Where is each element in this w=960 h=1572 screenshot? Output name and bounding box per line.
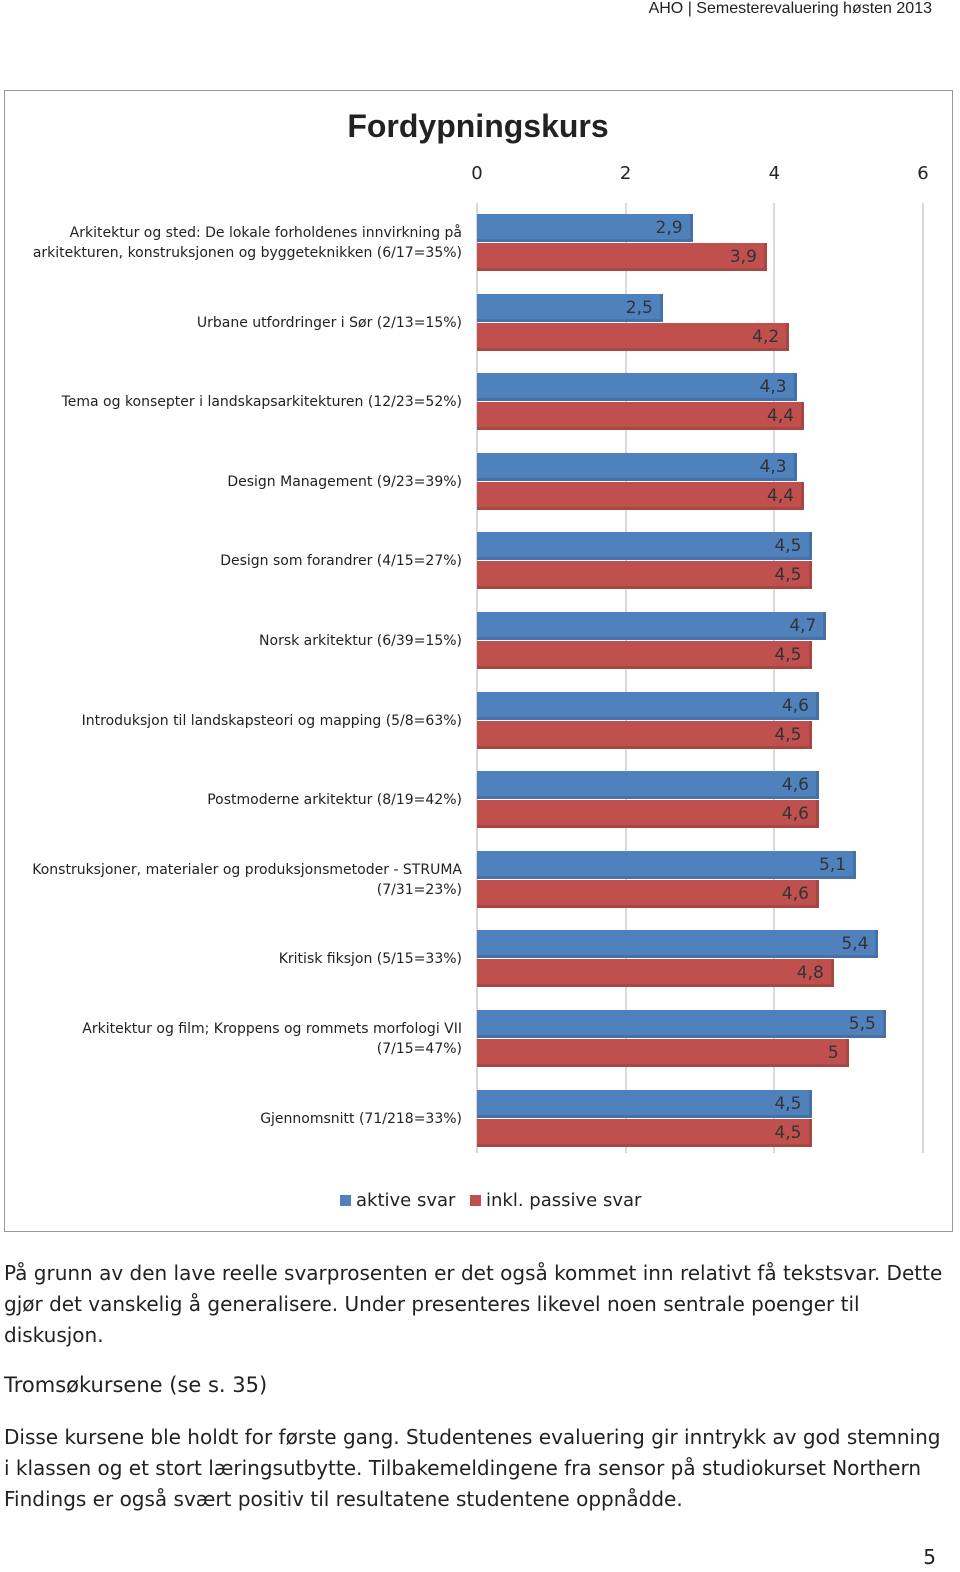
grid-line: [922, 203, 924, 1154]
bar: [477, 1039, 849, 1067]
bar: [477, 293, 663, 322]
bar: [477, 1010, 886, 1038]
legend-swatch: [470, 1195, 481, 1206]
bar: [477, 452, 797, 481]
bar: [477, 402, 805, 431]
bar: [477, 641, 812, 669]
bar: [477, 561, 812, 590]
value-label: 5,1: [819, 854, 847, 875]
x-tick-label: 2: [619, 163, 632, 184]
value-label: 4,5: [774, 565, 802, 586]
bar: [477, 691, 819, 720]
value-label: 2,5: [625, 297, 653, 318]
x-tick-label: 4: [768, 163, 781, 184]
value-label: 4,5: [774, 724, 802, 745]
value-label: 4,4: [767, 485, 795, 506]
category-label: Konstruksjoner, materialer og produksjon…: [32, 861, 462, 898]
value-label: 4,6: [781, 883, 809, 904]
category-label: Design Management (9/23=39%): [227, 473, 462, 490]
category-label: Introduksjon til landskapsteori og mappi…: [81, 712, 462, 729]
value-label: 4,6: [781, 775, 809, 796]
value-label: 4,3: [759, 377, 787, 398]
grid-line: [476, 203, 478, 1154]
value-label: 4,7: [789, 616, 817, 636]
category-label: Tema og konsepter i landskapsarkitekture…: [61, 394, 462, 411]
value-label: 4,6: [781, 695, 809, 716]
heading: Tromsøkursene (se s. 35): [4, 1373, 268, 1397]
value-label: 3,9: [729, 247, 757, 267]
value-label: 4,5: [774, 1122, 802, 1143]
value-label: 5,4: [841, 934, 869, 955]
grid-line: [624, 203, 627, 1154]
value-label: 4,5: [774, 1093, 802, 1114]
value-label: 5: [827, 1043, 839, 1063]
bar: [477, 532, 812, 561]
page-number: 5: [923, 1545, 936, 1569]
legend-label: inkl. passive svar: [486, 1190, 642, 1211]
value-label: 5,5: [848, 1014, 876, 1034]
grid-line: [773, 203, 776, 1154]
paragraph: På grunn av den lave reelle svarprosente…: [4, 1261, 943, 1347]
bar: [477, 243, 767, 271]
category-label: Design som forandrer (4/15=27%): [220, 553, 462, 570]
category-label: Urbane utfordringer i Sør (2/13=15%): [196, 314, 462, 331]
bar: [477, 959, 834, 988]
x-tick-label: 6: [917, 163, 929, 184]
bar: [477, 481, 805, 510]
category-label: Arkitektur og sted: De lokale forholdene…: [32, 225, 462, 261]
category-label: Gjennomsnitt (71/218=33%): [260, 1110, 462, 1127]
bar: [477, 1089, 812, 1118]
x-tick-label: 0: [471, 163, 483, 184]
bar: [477, 720, 812, 749]
bar: [477, 771, 819, 800]
bar: [477, 612, 827, 640]
legend-swatch: [340, 1195, 351, 1206]
value-label: 4,6: [781, 804, 809, 825]
bar: [477, 850, 857, 879]
value-label: 4,8: [796, 963, 824, 984]
legend-label: aktive svar: [356, 1190, 456, 1211]
bar: [477, 322, 790, 351]
bar: [477, 879, 819, 908]
category-label: Postmoderne arkitektur (8/19=42%): [207, 792, 462, 809]
value-label: 4,5: [774, 645, 802, 665]
value-label: 4,2: [752, 326, 780, 347]
chart-frame: [4, 90, 953, 1232]
paragraph: Disse kursene ble holdt for første gang.…: [4, 1425, 941, 1511]
bar: [477, 214, 693, 242]
bar: [477, 800, 819, 829]
value-label: 2,9: [655, 218, 683, 238]
category-label: Norsk arkitektur (6/39=15%): [259, 633, 462, 649]
page-header: AHO | Semesterevaluering høsten 2013: [648, 0, 932, 17]
bar: [477, 1118, 812, 1147]
value-label: 4,3: [759, 456, 787, 477]
bar: [477, 930, 879, 959]
category-label: Kritisk fiksjon (5/15=33%): [278, 951, 462, 968]
value-label: 4,5: [774, 536, 802, 557]
chart-title: Fordypningskurs: [347, 108, 609, 144]
category-label: Arkitektur og film; Kroppens og rommets …: [82, 1021, 462, 1057]
value-label: 4,4: [767, 406, 795, 427]
bar: [477, 373, 797, 402]
